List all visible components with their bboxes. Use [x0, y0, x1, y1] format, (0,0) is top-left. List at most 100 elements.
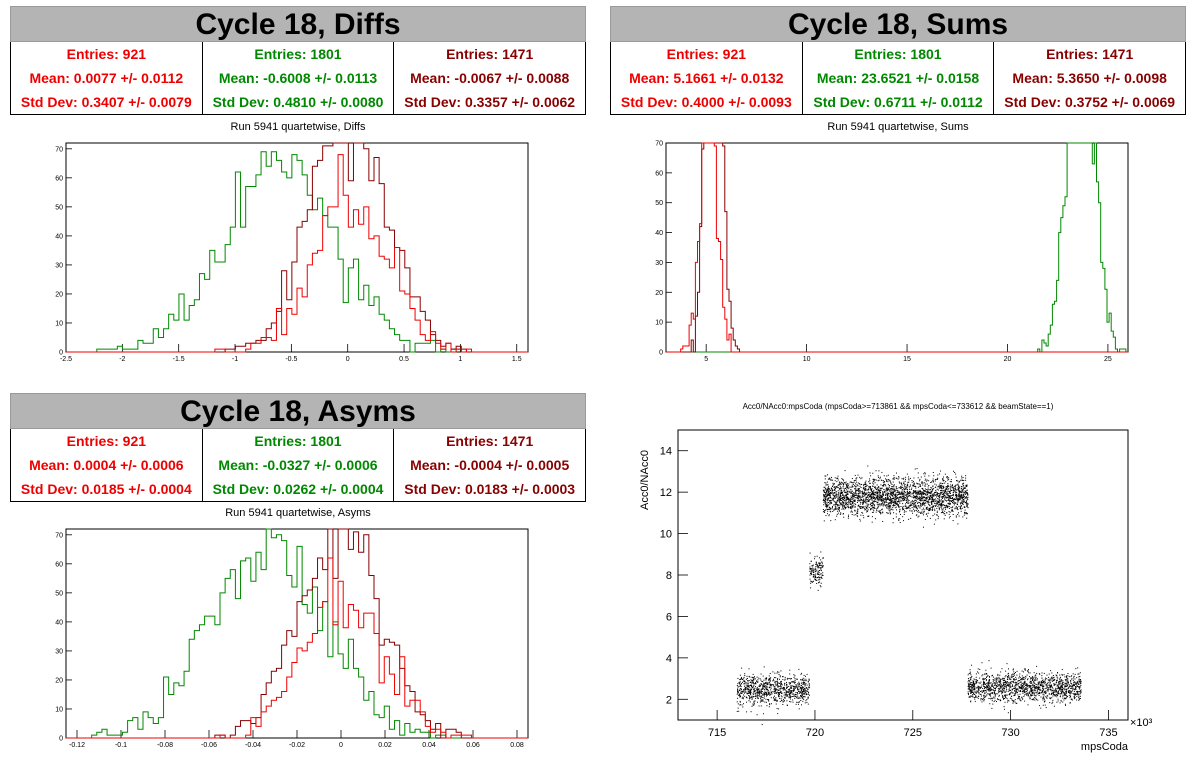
- x-tick-label: 1: [458, 356, 462, 363]
- stat-std: Std Dev: 0.3357 +/- 0.0062: [404, 94, 576, 110]
- stat-col-darkred: Entries: 1471 Mean: 5.3650 +/- 0.0098 St…: [994, 42, 1185, 114]
- histogram-series-0: [66, 154, 528, 353]
- x-tick-label: 725: [904, 727, 922, 739]
- y-tick-label: 40: [55, 233, 63, 240]
- histogram-series-0: [666, 142, 1128, 353]
- y-tick-label: 70: [55, 146, 63, 153]
- histogram-series-0: [66, 557, 528, 739]
- x-tick-label: -0.02: [289, 742, 305, 749]
- sums-subtitle: Run 5941 quartetwise, Sums: [827, 121, 969, 133]
- x-tick-label: 720: [806, 727, 824, 739]
- asyms-histogram: 0 10 20 30 40 50 60 70 -0.12 -0.1 -0.08 -0.06 -0.04 -…: [55, 528, 529, 749]
- diffs-title: Cycle 18, Diffs: [10, 6, 586, 42]
- diffs-subtitle: Run 5941 quartetwise, Diffs: [230, 121, 366, 133]
- diffs-stats: Entries: 921 Mean: 0.0077 +/- 0.0112 Std…: [10, 42, 586, 115]
- y-tick-label: 10: [55, 706, 63, 713]
- y-tick-label: 10: [655, 320, 663, 327]
- stat-std: Std Dev: 0.6711 +/- 0.0112: [813, 94, 983, 110]
- diffs-histogram: 0 10 20 30 40 50 60 70 -2.5 -2 -1.5 -1 -0.5 0 0.5 1 1.5: [55, 142, 529, 363]
- stat-mean: Mean: -0.0067 +/- 0.0088: [410, 70, 570, 86]
- asyms-title: Cycle 18, Asyms: [10, 393, 586, 429]
- stat-entries: Entries: 921: [666, 46, 747, 62]
- x-axis-exponent: ×10³: [1130, 717, 1153, 729]
- x-tick-label: 0.04: [422, 742, 436, 749]
- y-tick-label: 50: [55, 590, 63, 597]
- y-tick-label: 60: [655, 170, 663, 177]
- y-tick-label: 12: [660, 487, 672, 499]
- x-tick-label: 0: [339, 742, 343, 749]
- x-tick-label: 0: [346, 356, 350, 363]
- x-axis-label: mpsCoda: [1081, 741, 1129, 753]
- stat-std: Std Dev: 0.3752 +/- 0.0069: [1004, 94, 1176, 110]
- y-tick-label: 30: [655, 260, 663, 267]
- y-tick-label: 20: [655, 290, 663, 297]
- stat-mean: Mean: 23.6521 +/- 0.0158: [816, 70, 980, 86]
- x-tick-label: -0.12: [69, 742, 85, 749]
- y-tick-label: 6: [666, 611, 672, 623]
- stat-std: Std Dev: 0.4000 +/- 0.0093: [620, 94, 792, 110]
- stat-col-red: Entries: 921 Mean: 5.1661 +/- 0.0132 Std…: [611, 42, 803, 114]
- stat-entries: Entries: 921: [66, 46, 147, 62]
- x-tick-label: 1.5: [512, 356, 522, 363]
- x-tick-label: 735: [1099, 727, 1117, 739]
- stat-mean: Mean: 5.3650 +/- 0.0098: [1012, 70, 1167, 86]
- x-tick-label: 20: [1004, 356, 1012, 363]
- stat-entries: Entries: 1801: [254, 46, 342, 62]
- stat-entries: Entries: 1471: [1046, 46, 1134, 62]
- sums-title: Cycle 18, Sums: [610, 6, 1186, 42]
- stat-col-green: Entries: 1801 Mean: -0.6008 +/- 0.0113 S…: [203, 42, 395, 114]
- y-axis-label: Acc0/NAcc0: [639, 450, 651, 510]
- y-tick-label: 0: [59, 736, 63, 743]
- y-tick-label: 60: [55, 561, 63, 568]
- stat-entries: Entries: 921: [66, 433, 147, 449]
- y-tick-label: 70: [55, 532, 63, 539]
- stat-mean: Mean: -0.0327 +/- 0.0006: [218, 457, 378, 473]
- plot-frame: [677, 429, 1129, 721]
- histogram-series-1: [66, 528, 528, 739]
- y-tick-label: 10: [660, 529, 672, 541]
- y-tick-label: 20: [55, 291, 63, 298]
- stat-mean: Mean: 0.0004 +/- 0.0006: [29, 457, 184, 473]
- y-tick-label: 30: [55, 262, 63, 269]
- scatter-points: [736, 465, 1082, 726]
- x-tick-label: -2: [119, 356, 125, 363]
- stat-mean: Mean: -0.0004 +/- 0.0005: [410, 457, 570, 473]
- stat-col-darkred: Entries: 1471 Mean: -0.0004 +/- 0.0005 S…: [394, 429, 585, 501]
- stat-std: Std Dev: 0.4810 +/- 0.0080: [212, 94, 384, 110]
- x-tick-label: -0.08: [157, 742, 173, 749]
- x-tick-label: 715: [708, 727, 726, 739]
- x-tick-label: -0.06: [201, 742, 217, 749]
- stat-entries: Entries: 1801: [254, 433, 342, 449]
- x-tick-label: 0.08: [510, 742, 524, 749]
- plot-frame: [65, 142, 529, 353]
- stat-entries: Entries: 1801: [854, 46, 942, 62]
- stat-std: Std Dev: 0.3407 +/- 0.0079: [20, 94, 192, 110]
- y-tick-label: 8: [666, 570, 672, 582]
- x-tick-label: -1.5: [173, 356, 185, 363]
- x-tick-label: 0.02: [378, 742, 392, 749]
- y-tick-label: 60: [55, 175, 63, 182]
- x-tick-label: -2.5: [60, 356, 72, 363]
- x-tick-label: 730: [1001, 727, 1019, 739]
- stat-mean: Mean: -0.6008 +/- 0.0113: [218, 70, 378, 86]
- stat-mean: Mean: 5.1661 +/- 0.0132: [629, 70, 784, 86]
- x-tick-label: 10: [803, 356, 811, 363]
- y-tick-label: 14: [660, 446, 672, 458]
- y-tick-label: 70: [655, 141, 663, 148]
- x-tick-label: -0.04: [245, 742, 261, 749]
- stat-std: Std Dev: 0.0185 +/- 0.0004: [20, 481, 192, 497]
- stat-entries: Entries: 1471: [446, 433, 534, 449]
- scatter-title: Acc0/NAcc0:mpsCoda (mpsCoda>=713861 && m…: [742, 402, 1054, 411]
- y-tick-label: 2: [666, 694, 672, 706]
- x-tick-label: -1: [232, 356, 238, 363]
- y-tick-label: 20: [55, 677, 63, 684]
- asyms-subtitle: Run 5941 quartetwise, Asyms: [225, 507, 371, 519]
- y-tick-label: 40: [55, 619, 63, 626]
- x-tick-label: -0.1: [115, 742, 127, 749]
- y-tick-label: 10: [55, 320, 63, 327]
- stat-mean: Mean: 0.0077 +/- 0.0112: [29, 70, 184, 86]
- stat-col-red: Entries: 921 Mean: 0.0004 +/- 0.0006 Std…: [11, 429, 203, 501]
- x-tick-label: 0.06: [466, 742, 480, 749]
- stat-std: Std Dev: 0.0262 +/- 0.0004: [212, 481, 384, 497]
